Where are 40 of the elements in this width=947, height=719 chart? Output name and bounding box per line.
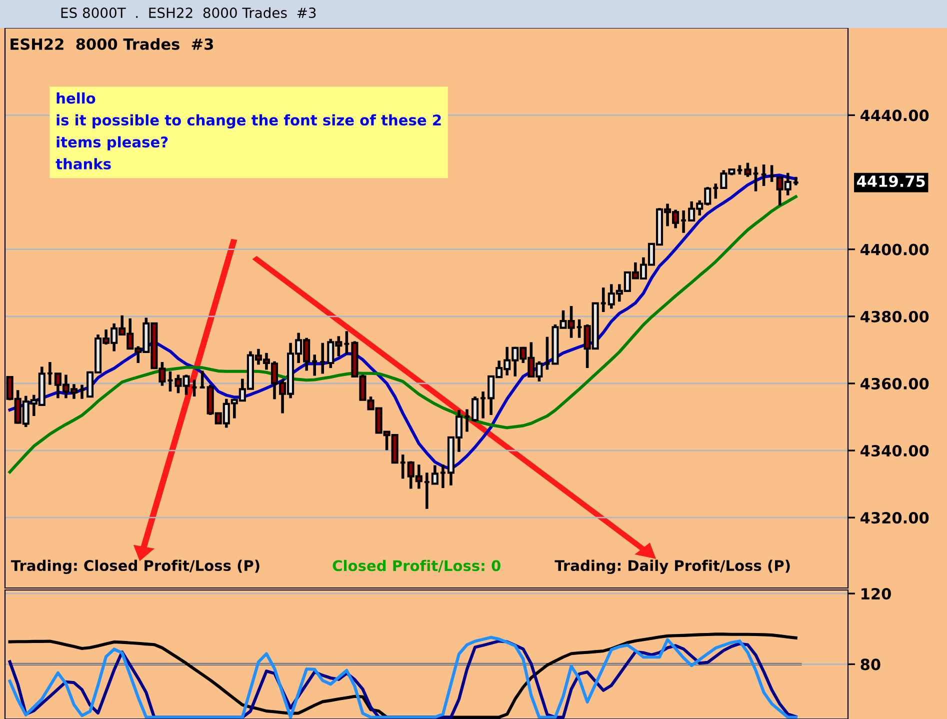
y-tick-label: 4360.00	[860, 378, 929, 390]
candlestick	[760, 163, 768, 188]
candlestick	[343, 330, 350, 356]
candlestick	[166, 370, 174, 393]
candlestick	[712, 182, 720, 200]
candlestick	[752, 165, 760, 193]
y-tick-label: 4320.00	[860, 512, 929, 524]
candlestick	[576, 318, 583, 340]
candlestick	[198, 369, 206, 389]
candlestick	[319, 341, 326, 376]
candlestick	[46, 360, 54, 386]
candlestick	[190, 378, 198, 398]
annotation: hello is it possible to change the font size of these 2 items please? thanks	[56, 92, 441, 170]
annotation: Trading: Closed Profit/Loss (P)	[10, 560, 260, 574]
candlestick	[439, 463, 446, 490]
candlestick	[680, 209, 688, 234]
y-tick-label: 80	[860, 658, 880, 670]
candlestick	[78, 383, 86, 400]
text: 4419.75	[857, 175, 925, 188]
candlestick	[423, 471, 430, 510]
candlestick	[311, 353, 318, 378]
candlestick	[471, 395, 479, 424]
annotation: Trading: Daily Profit/Loss (P)	[554, 560, 790, 574]
annotation: Closed Profit/Loss: 0	[332, 560, 500, 572]
candlestick	[744, 161, 752, 178]
y-tick-label: 4380.00	[860, 310, 929, 322]
y-tick-label: 4340.00	[860, 444, 929, 457]
candlestick	[480, 390, 487, 420]
candlestick	[600, 286, 607, 314]
candlestick	[399, 453, 406, 480]
candlestick	[431, 464, 438, 486]
chart-title: ES 8000T . ESH22 8000 Trades #3	[61, 7, 316, 18]
candlestick	[736, 164, 744, 176]
y-tick-label: 4440.00	[860, 110, 929, 122]
candlestick	[463, 408, 471, 434]
candlestick	[768, 164, 776, 184]
text: ESH22 8000 Trades #3	[10, 38, 214, 50]
candlestick	[544, 335, 551, 372]
y-tick-label: 120	[862, 588, 891, 600]
y-tick-label: 4400.00	[860, 244, 929, 256]
